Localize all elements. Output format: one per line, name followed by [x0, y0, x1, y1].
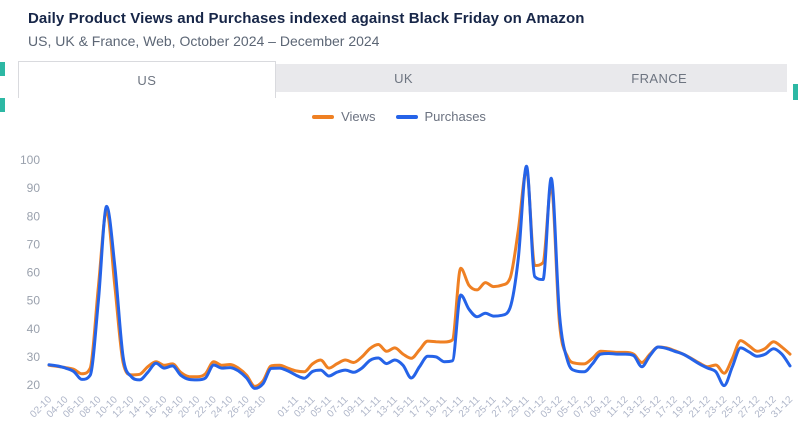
tab-uk[interactable]: UK [276, 64, 532, 92]
tab-us[interactable]: US [18, 61, 276, 98]
edge-accent [793, 84, 798, 100]
tab-us-label: US [137, 72, 157, 88]
chart-legend: Views Purchases [0, 109, 798, 124]
svg-text:80: 80 [27, 209, 41, 223]
svg-text:100: 100 [20, 153, 40, 167]
legend-views-label: Views [341, 109, 376, 124]
legend-item-views[interactable]: Views [312, 109, 376, 124]
page-subtitle: US, UK & France, Web, October 2024 – Dec… [28, 33, 380, 49]
tab-france[interactable]: FRANCE [531, 64, 787, 92]
svg-text:20: 20 [27, 378, 41, 392]
purchases-color-swatch [395, 114, 418, 119]
edge-accent [0, 98, 5, 112]
svg-text:40: 40 [27, 322, 41, 336]
legend-item-purchases[interactable]: Purchases [395, 109, 486, 124]
page-title: Daily Product Views and Purchases indexe… [28, 10, 585, 27]
line-chart[interactable]: 20 30 40 50 60 70 80 90 100 02-10 04-10 06-10 08-10 1… [0, 134, 798, 444]
edge-accent [0, 62, 5, 76]
svg-text:70: 70 [27, 237, 41, 251]
svg-text:60: 60 [27, 266, 41, 280]
tab-france-label: FRANCE [631, 70, 688, 86]
svg-text:90: 90 [27, 181, 41, 195]
views-color-swatch [312, 114, 335, 119]
legend-purchases-label: Purchases [424, 109, 486, 124]
tab-uk-label: UK [394, 70, 413, 86]
country-tab-bar: US UK FRANCE [18, 61, 787, 98]
svg-text:50: 50 [27, 294, 41, 308]
svg-text:30: 30 [27, 350, 41, 364]
line-chart-canvas[interactable]: 203040506070809010002-1004-1006-1008-101… [0, 134, 798, 444]
